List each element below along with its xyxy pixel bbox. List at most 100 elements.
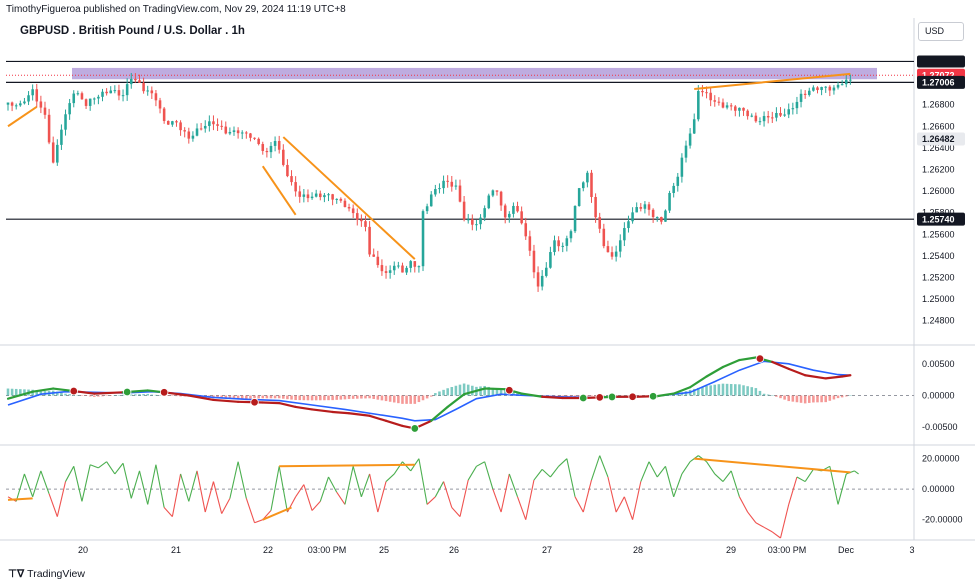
macd-histogram-bar <box>282 395 285 399</box>
candle-body <box>561 245 565 247</box>
macd-histogram-bar <box>828 395 832 401</box>
macd-cross-marker <box>579 393 588 403</box>
macd-histogram-bar <box>466 384 470 396</box>
oscillator-line-segment <box>689 455 699 463</box>
macd-line-segment <box>689 375 708 389</box>
macd-histogram-bar <box>355 395 359 399</box>
price-candle <box>245 131 248 139</box>
candle-body <box>717 101 721 103</box>
oscillator-line-segment <box>500 473 510 513</box>
candle-body <box>105 91 108 94</box>
price-candle <box>302 188 306 203</box>
price-tag-label: 1.27006 <box>922 78 955 88</box>
price-candle <box>360 214 363 227</box>
oscillator-line-segment <box>360 473 371 497</box>
price-candle <box>335 198 339 204</box>
price-candle <box>717 97 721 106</box>
oscillator-line-segment <box>377 481 387 513</box>
time-axis-label: 28 <box>633 545 643 555</box>
candle-body <box>277 141 281 150</box>
macd-cross-marker <box>250 398 259 407</box>
candle-body <box>623 228 626 241</box>
macd-line-segment <box>384 419 404 427</box>
macd-line-segment <box>278 402 297 408</box>
price-candle <box>113 85 117 94</box>
candle-body <box>684 145 688 158</box>
price-candle <box>35 83 39 108</box>
macd-cross-marker <box>159 388 169 397</box>
currency-selector[interactable]: USD <box>918 22 964 41</box>
oscillator-line-segment <box>632 481 642 520</box>
price-candle <box>146 85 149 96</box>
price-candle <box>195 123 199 137</box>
macd-histogram-bar <box>614 395 618 396</box>
price-axis-label: 1.25000 <box>922 294 955 304</box>
candle-body <box>524 223 528 237</box>
macd-histogram-bar <box>803 395 807 404</box>
price-candle <box>224 121 228 135</box>
oscillator-line-segment <box>714 473 724 482</box>
candle-body <box>72 93 76 104</box>
candle-body <box>343 200 347 207</box>
price-candle <box>680 153 684 183</box>
candle-body <box>384 271 388 273</box>
candle-body <box>631 212 634 222</box>
time-axis-label: 3 <box>909 545 914 555</box>
candle-body <box>668 192 671 211</box>
price-candle <box>105 88 108 96</box>
oscillator-line-segment <box>369 473 379 513</box>
price-axis-label: 1.26400 <box>922 143 955 153</box>
price-candle <box>709 87 712 107</box>
oscillator-line-segment <box>328 476 338 493</box>
candle-body <box>660 216 663 222</box>
oscillator-line-segment <box>484 461 494 490</box>
candle-body <box>51 142 55 163</box>
macd-histogram-bar <box>384 395 388 402</box>
macd-histogram-bar <box>257 395 260 399</box>
candle-body <box>840 84 844 86</box>
price-axis-label: 1.25200 <box>922 273 955 283</box>
price-pane <box>6 60 914 292</box>
price-candle <box>536 266 540 292</box>
macd-line-segment <box>824 375 844 380</box>
oscillator-line-segment <box>98 461 107 469</box>
macd-histogram-bar <box>799 395 803 403</box>
price-candle <box>129 72 133 89</box>
price-candle <box>323 193 326 203</box>
price-candle <box>844 75 848 88</box>
candle-body <box>195 128 199 136</box>
price-candle <box>803 90 807 99</box>
candle-body <box>208 121 211 126</box>
candle-body <box>483 208 486 218</box>
candle-body <box>327 194 330 196</box>
macd-histogram-bar <box>232 395 236 399</box>
price-candle <box>257 137 260 146</box>
oscillator-line-segment <box>311 501 321 511</box>
macd-cross-marker <box>69 386 78 396</box>
price-candle <box>520 206 523 225</box>
macd-histogram-bar <box>405 395 408 404</box>
candle-body <box>154 93 158 101</box>
macd-histogram-bar <box>166 395 170 396</box>
macd-line-segment <box>804 374 827 380</box>
candle-body <box>594 196 597 218</box>
price-candle <box>475 219 478 231</box>
candle-body <box>581 182 585 189</box>
oscillator-line-segment <box>295 484 305 498</box>
candle-body <box>76 93 80 95</box>
candle-body <box>701 90 704 93</box>
macd-cross-marker <box>595 393 604 402</box>
macd-cross-marker <box>755 354 765 363</box>
macd-histogram-bar <box>138 394 141 396</box>
candle-body <box>697 90 700 120</box>
macd-histogram-bar <box>503 389 507 396</box>
price-candle <box>199 123 203 131</box>
macd-line-segment <box>446 393 466 408</box>
macd-histogram-bar <box>709 385 712 396</box>
oscillator-line-segment <box>393 461 403 475</box>
candle-body <box>503 205 507 218</box>
symbol-title[interactable]: GBPUSD . British Pound / U.S. Dollar . 1… <box>20 25 245 37</box>
macd-histogram-bar <box>602 395 606 396</box>
macd-line-segment <box>463 387 486 396</box>
